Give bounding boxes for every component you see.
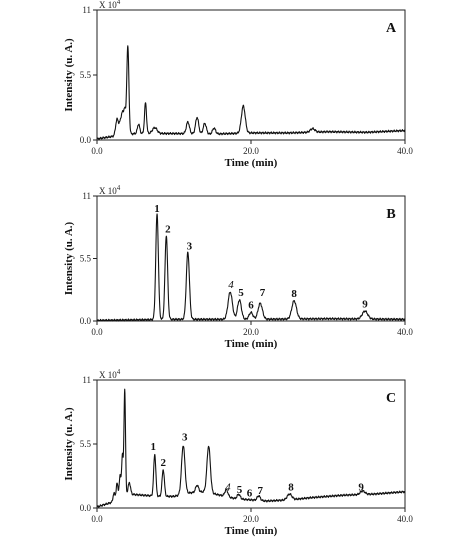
peak-label-8: 8	[291, 288, 297, 300]
y-tick-label: 5.5	[80, 70, 92, 80]
x-tick-label: 0.0	[91, 514, 103, 524]
peak-label-1: 1	[150, 441, 156, 453]
x-axis-label: Time (min)	[225, 525, 278, 537]
chromatogram-trace	[96, 213, 406, 322]
peak-label-2: 2	[165, 223, 171, 235]
x-tick-label: 20.0	[243, 327, 259, 337]
y-scale-factor: X 104	[99, 0, 121, 10]
chart-panel-b: 0.0 20.0 40.0 0.0 5.5 11 X 104 Time (min) Intens…	[63, 184, 413, 350]
peak-label-7: 7	[257, 485, 263, 497]
y-axis-label: Intensity (u. A.)	[63, 38, 75, 112]
peak-label-2: 2	[160, 457, 166, 469]
peak-label-9: 9	[362, 298, 368, 310]
y-scale-exponent: 4	[117, 184, 121, 192]
chromatogram-trace	[96, 45, 406, 141]
peak-label-3: 3	[182, 432, 188, 444]
x-tick-label: 0.0	[91, 327, 103, 337]
x-tick-label: 20.0	[243, 514, 259, 524]
y-tick-label: 5.5	[80, 254, 92, 264]
y-scale-exponent: 4	[117, 368, 121, 376]
y-tick-label: 0.0	[80, 503, 92, 513]
panel-letter: A	[386, 21, 397, 36]
peak-label-6: 6	[247, 487, 253, 499]
y-tick-label: 11	[82, 375, 91, 385]
y-tick-label: 5.5	[80, 439, 92, 449]
peak-label-4: 4	[228, 279, 234, 291]
x-tick-label: 20.0	[243, 146, 259, 156]
y-tick-label: 0.0	[80, 316, 92, 326]
peak-label-4: 4	[225, 482, 231, 494]
y-scale-exponent: 4	[117, 0, 121, 6]
chart-panel-c: 0.0 20.0 40.0 0.0 5.5 11 X 104 Time (min) Intens…	[63, 368, 413, 537]
peak-label-9: 9	[358, 482, 364, 494]
chart-panel-a: 0.0 20.0 40.0 0.0 5.5 11 X 104 Time (min) Intens…	[63, 0, 413, 169]
peak-label-5: 5	[237, 484, 243, 496]
x-axis-label: Time (min)	[225, 338, 278, 350]
x-tick-label: 40.0	[397, 327, 413, 337]
peak-label-3: 3	[187, 240, 193, 252]
y-scale-factor: X 104	[99, 368, 121, 380]
y-tick-label: 0.0	[80, 135, 92, 145]
peak-label-1: 1	[154, 203, 160, 215]
panel-letter: C	[386, 391, 396, 406]
y-tick-label: 11	[82, 191, 91, 201]
x-tick-label: 0.0	[91, 146, 103, 156]
y-tick-label: 11	[82, 5, 91, 15]
peak-label-6: 6	[248, 300, 254, 312]
x-tick-label: 40.0	[397, 146, 413, 156]
x-axis-label: Time (min)	[225, 157, 278, 169]
y-axis-label: Intensity (u. A.)	[63, 221, 75, 295]
y-axis-label: Intensity (u. A.)	[63, 407, 75, 481]
peak-label-8: 8	[288, 482, 294, 494]
peak-label-5: 5	[238, 287, 244, 299]
chromatogram-trace	[96, 388, 406, 508]
panel-letter: B	[386, 207, 395, 222]
x-tick-label: 40.0	[397, 514, 413, 524]
y-scale-factor: X 104	[99, 184, 121, 196]
plot-frame	[96, 9, 406, 141]
peak-label-7: 7	[260, 287, 266, 299]
